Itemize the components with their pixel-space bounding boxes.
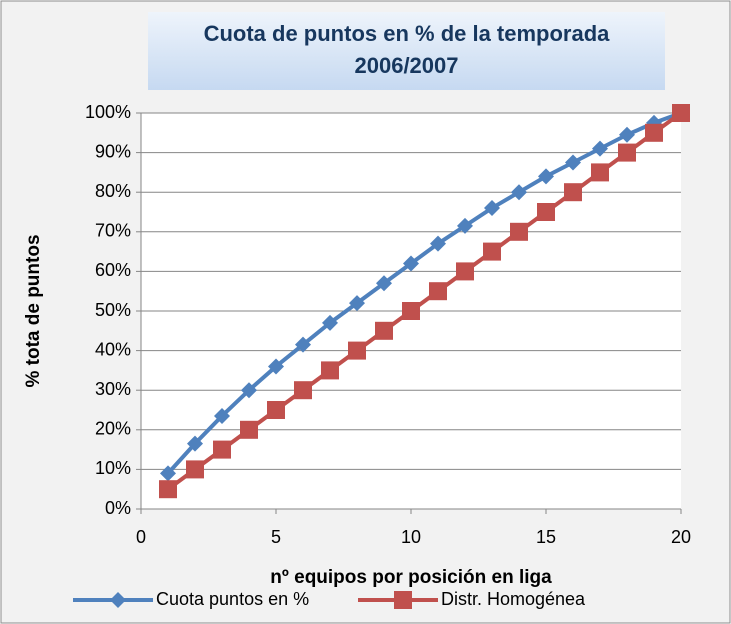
x-tick-label: 10 [401,527,421,547]
marker [537,203,555,221]
y-tick-label: 20% [95,419,131,439]
marker [240,420,258,439]
legend-marker [394,591,412,609]
marker [349,295,365,312]
y-axis-label: % tota de puntos [23,234,44,387]
marker [375,321,393,340]
marker [322,314,338,331]
marker [457,217,473,234]
marker [348,341,366,360]
marker [294,381,312,400]
y-tick-label: 50% [95,300,131,320]
chart-title: Cuota de puntos en % de la temporada 200… [148,12,665,90]
marker [160,465,176,482]
y-tick-label: 60% [95,260,131,280]
x-tick-label: 0 [136,527,146,547]
marker [321,361,339,380]
legend-label: Distr. Homogénea [441,589,586,609]
marker [402,302,420,320]
marker [484,200,500,217]
y-tick-label: 40% [95,339,131,359]
legend-marker [110,592,126,608]
y-tick-label: 80% [95,181,131,201]
marker [672,104,690,122]
y-tick-label: 90% [95,141,131,161]
marker [241,382,257,399]
marker [403,255,419,272]
marker [538,168,554,185]
marker [483,242,501,261]
marker [376,275,392,292]
x-tick-label: 15 [536,527,556,547]
y-tick-label: 100% [85,102,131,122]
marker [456,262,474,281]
marker [187,435,203,452]
y-tick-label: 10% [95,458,131,478]
x-tick-label: 20 [671,527,691,547]
marker [592,140,608,157]
marker [619,126,635,143]
y-tick-label: 0% [105,498,131,518]
y-tick-label: 30% [95,379,131,399]
x-tick-label: 5 [271,527,281,547]
marker [214,407,230,424]
marker [591,163,609,182]
marker [295,336,311,353]
marker [186,460,204,479]
marker [645,123,663,142]
marker [268,358,284,375]
marker [565,154,581,171]
marker [267,401,285,419]
marker [564,183,582,202]
marker [511,184,527,201]
x-axis-label: nº equipos por posición en liga [270,567,552,588]
marker [430,235,446,252]
marker [159,480,177,499]
marker [510,222,528,241]
marker [429,282,447,301]
legend-label: Cuota puntos en % [156,589,309,609]
marker [618,143,636,162]
marker [213,440,231,459]
y-tick-label: 70% [95,221,131,241]
